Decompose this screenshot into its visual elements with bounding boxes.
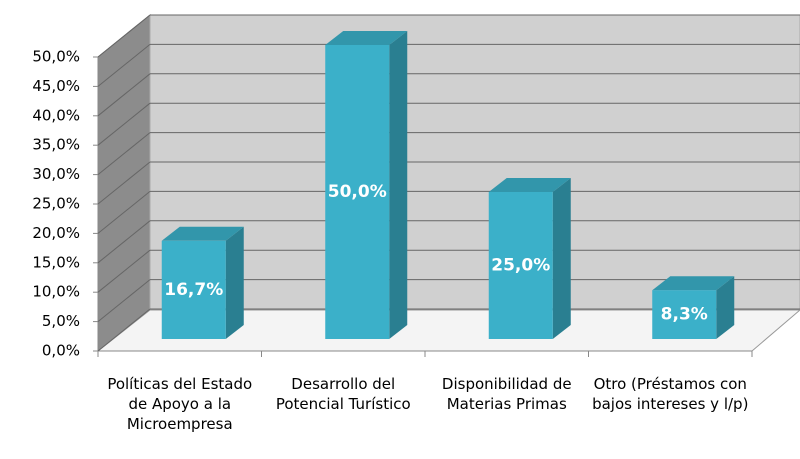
x-tick-label: Desarrollo del Potencial Turístico [275, 375, 411, 413]
x-tick-label: Disponibilidad de Materias Primas [441, 375, 572, 413]
y-tick-label: 30,0% [32, 165, 80, 183]
y-tick-label: 5,0% [42, 312, 80, 330]
bar-side [716, 276, 735, 339]
bar-side [552, 178, 571, 339]
value-label: 8,3% [661, 305, 708, 325]
grid-line [97, 191, 151, 234]
x-tick-label: Políticas del Estado de Apoyo a la Micro… [107, 375, 253, 433]
bar-side [389, 31, 408, 339]
bar [325, 45, 390, 339]
grid-line [97, 102, 151, 146]
y-tick-label: 40,0% [32, 106, 80, 124]
bar-top [325, 31, 408, 45]
bar [161, 240, 226, 339]
grid-line [97, 132, 151, 175]
grid-line [97, 73, 151, 117]
bar-side [225, 226, 244, 339]
bar [652, 290, 717, 339]
y-tick-label: 20,0% [32, 224, 80, 242]
y-tick-label: 0,0% [42, 342, 80, 360]
grid-line [97, 308, 151, 352]
value-label: 50,0% [328, 182, 387, 202]
y-tick-label: 45,0% [32, 77, 80, 95]
x-tick-label: Otro (Préstamos con bajos intereses y l/… [592, 375, 749, 413]
bar-top [652, 276, 735, 291]
grid-line [97, 14, 151, 58]
grid-line [97, 44, 151, 87]
y-tick-label: 15,0% [32, 253, 80, 271]
bar-top [488, 178, 571, 192]
y-tick-label: 50,0% [32, 48, 80, 66]
grid-line [97, 161, 151, 205]
value-label: 16,7% [164, 280, 223, 300]
bar [488, 192, 553, 339]
y-tick-label: 25,0% [32, 195, 80, 213]
grid-line [97, 249, 151, 293]
y-tick-label: 10,0% [32, 283, 80, 301]
bar-top [161, 226, 244, 241]
y-tick-label: 35,0% [32, 136, 80, 154]
grid-line [97, 279, 151, 322]
grid-line [97, 220, 151, 264]
value-label: 25,0% [491, 256, 550, 276]
